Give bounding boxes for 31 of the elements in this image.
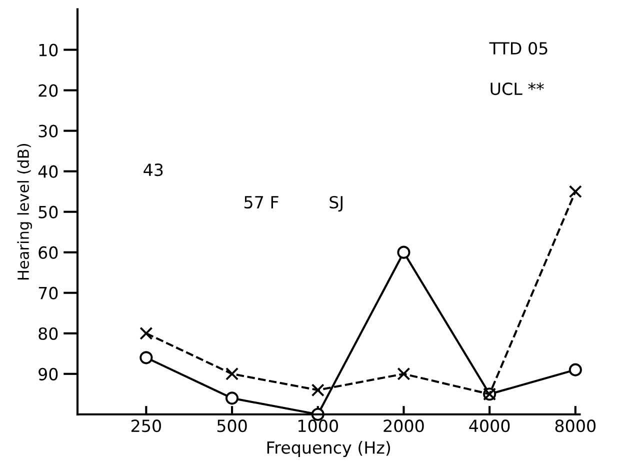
point xyxy=(225,392,239,405)
point xyxy=(225,367,239,380)
point xyxy=(568,185,582,198)
point xyxy=(568,363,582,376)
point xyxy=(140,326,153,340)
y-tick-label: 30 xyxy=(38,124,58,138)
x-axis-title: Frequency (Hz) xyxy=(267,440,390,458)
annotation: 57 F xyxy=(244,196,278,209)
annotation: 43 xyxy=(144,164,163,176)
y-tick-label: 40 xyxy=(38,165,58,178)
x-tick-label: 4000 xyxy=(469,420,510,432)
y-tick-label: 90 xyxy=(38,368,58,380)
y-axis-title: Hearing level (dB) xyxy=(17,144,32,280)
y-tick-label: 10 xyxy=(39,44,58,56)
point xyxy=(397,367,410,380)
point xyxy=(397,246,410,259)
x-tick-label: 250 xyxy=(131,420,161,432)
y-tick-label: 50 xyxy=(38,206,58,218)
annotation: TTD 05 xyxy=(489,42,548,55)
x-tick-label: 8000 xyxy=(555,420,596,432)
y-tick-label: 80 xyxy=(38,327,58,340)
x-tick-label: 500 xyxy=(217,420,247,432)
y-tick-label: 60 xyxy=(38,246,58,259)
annotation: SJ xyxy=(330,196,342,212)
y-tick-label: 70 xyxy=(38,286,58,300)
point xyxy=(311,384,324,397)
x-tick-label: 1000 xyxy=(298,420,338,432)
point xyxy=(140,351,153,364)
y-tick-label: 20 xyxy=(38,84,58,97)
annotation: UCL ** xyxy=(490,82,544,96)
x-tick-label: 2000 xyxy=(384,420,424,432)
